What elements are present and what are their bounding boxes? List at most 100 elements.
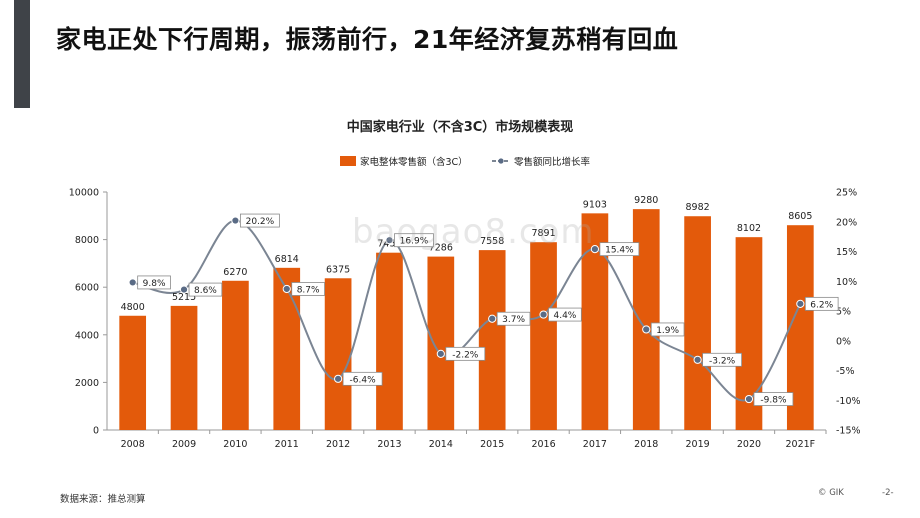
growth-label-box [599,242,640,257]
growth-label-box [137,275,171,290]
bar-value-label: 4800 [121,302,145,313]
growth-label-box [394,233,434,248]
growth-label-box [496,311,531,326]
growth-label-box [753,392,794,406]
y-right-tick-label: 15% [836,247,857,258]
growth-point [539,310,548,319]
x-tick-label: 2015 [480,439,504,450]
growth-label-box [342,371,383,386]
y-left-tick-label: 4000 [75,330,99,341]
bar-value-label: 7286 [429,243,453,254]
growth-label-box [804,296,839,311]
growth-label: 9.8% [143,279,166,289]
y-left-tick-label: 8000 [75,235,99,246]
growth-label-box [188,282,223,297]
bar-value-label: 8605 [788,211,812,222]
growth-point [488,314,497,323]
bar-value-label: 6814 [275,254,299,265]
bar-value-label: 8102 [737,223,761,234]
y-right-tick-label: -10% [836,396,861,407]
y-right-tick-label: 5% [836,307,851,318]
growth-label-box [702,352,743,367]
page-number: -2- [882,488,894,498]
bar-value-label: 6270 [223,267,247,278]
growth-point [282,284,291,294]
y-right-tick-label: 20% [836,217,857,228]
copyright: © GIK [818,488,844,498]
x-tick-label: 2009 [172,439,196,450]
growth-label: 8.6% [194,286,217,296]
growth-point [590,245,599,254]
growth-label-box [291,282,325,296]
growth-label-box [548,307,582,322]
y-right-tick-label: 0% [836,336,851,347]
y-left-tick-label: 2000 [75,378,99,389]
x-tick-label: 2014 [429,439,453,450]
growth-point [796,299,805,308]
growth-label: -3.2% [709,356,736,366]
bar-value-label: 5215 [172,292,196,303]
growth-label: 6.2% [810,300,833,310]
growth-label: 3.7% [502,315,525,325]
bar [427,256,455,430]
bar-value-label: 6375 [326,264,350,275]
y-right-tick-label: 10% [836,277,857,288]
x-tick-label: 2008 [121,439,145,450]
growth-point [744,394,754,404]
y-left-tick-label: 6000 [75,283,99,294]
growth-label: 15.4% [605,246,634,256]
bar [170,305,198,430]
bar [222,280,249,430]
watermark: baogao8.com [352,212,595,252]
legend-label-bar: 家电整体零售额（含3C） [360,156,468,168]
bar [530,242,557,430]
y-right-tick-label: -5% [836,366,855,377]
x-tick-label: 2013 [377,439,401,450]
growth-point [436,349,445,358]
y-right-tick-label: -15% [836,426,861,437]
bar-value-label: 7891 [531,228,555,239]
source-note: 数据来源：推总测算 [60,494,146,505]
y-right-tick-label: 25% [836,188,857,199]
y-left-tick-label: 10000 [69,188,99,199]
growth-point [642,325,651,334]
x-tick-label: 2020 [737,439,761,450]
growth-point [693,355,702,364]
x-tick-label: 2010 [223,439,247,450]
x-tick-label: 2021F [785,439,815,450]
slide-title: 家电正处下行周期，振荡前行，21年经济复苏稍有回血 [56,25,679,54]
growth-label: 8.7% [297,285,320,295]
bar-value-label: 9280 [634,195,658,206]
growth-label: -2.2% [452,350,479,360]
growth-label: -9.8% [760,396,787,406]
bar-value-label: 7558 [480,236,504,247]
growth-label-box [650,322,685,337]
bar [684,216,711,430]
growth-label: -6.4% [350,375,377,385]
x-tick-label: 2017 [583,439,607,450]
growth-label-box [239,213,280,228]
x-tick-label: 2016 [531,439,555,450]
legend-label-line: 零售额同比增长率 [514,156,591,168]
growth-point [179,285,189,294]
growth-label: 20.2% [246,217,275,227]
growth-label: 4.4% [553,311,576,321]
bar [478,250,506,430]
growth-point [231,216,240,225]
bar-value-label: 8982 [686,202,710,213]
bar [324,278,352,430]
growth-point [334,374,343,383]
bar-value-label: 9103 [583,199,607,210]
legend-marker [498,158,504,164]
x-tick-label: 2012 [326,439,350,450]
title-accent-bar [14,0,30,108]
x-tick-label: 2019 [686,439,710,450]
legend-swatch-bar [340,156,356,166]
growth-point [128,278,137,287]
growth-label: 1.9% [656,326,679,336]
growth-label: 16.9% [400,237,429,247]
bar [119,315,147,430]
y-left-tick-label: 0 [93,426,99,437]
x-tick-label: 2011 [275,439,299,450]
